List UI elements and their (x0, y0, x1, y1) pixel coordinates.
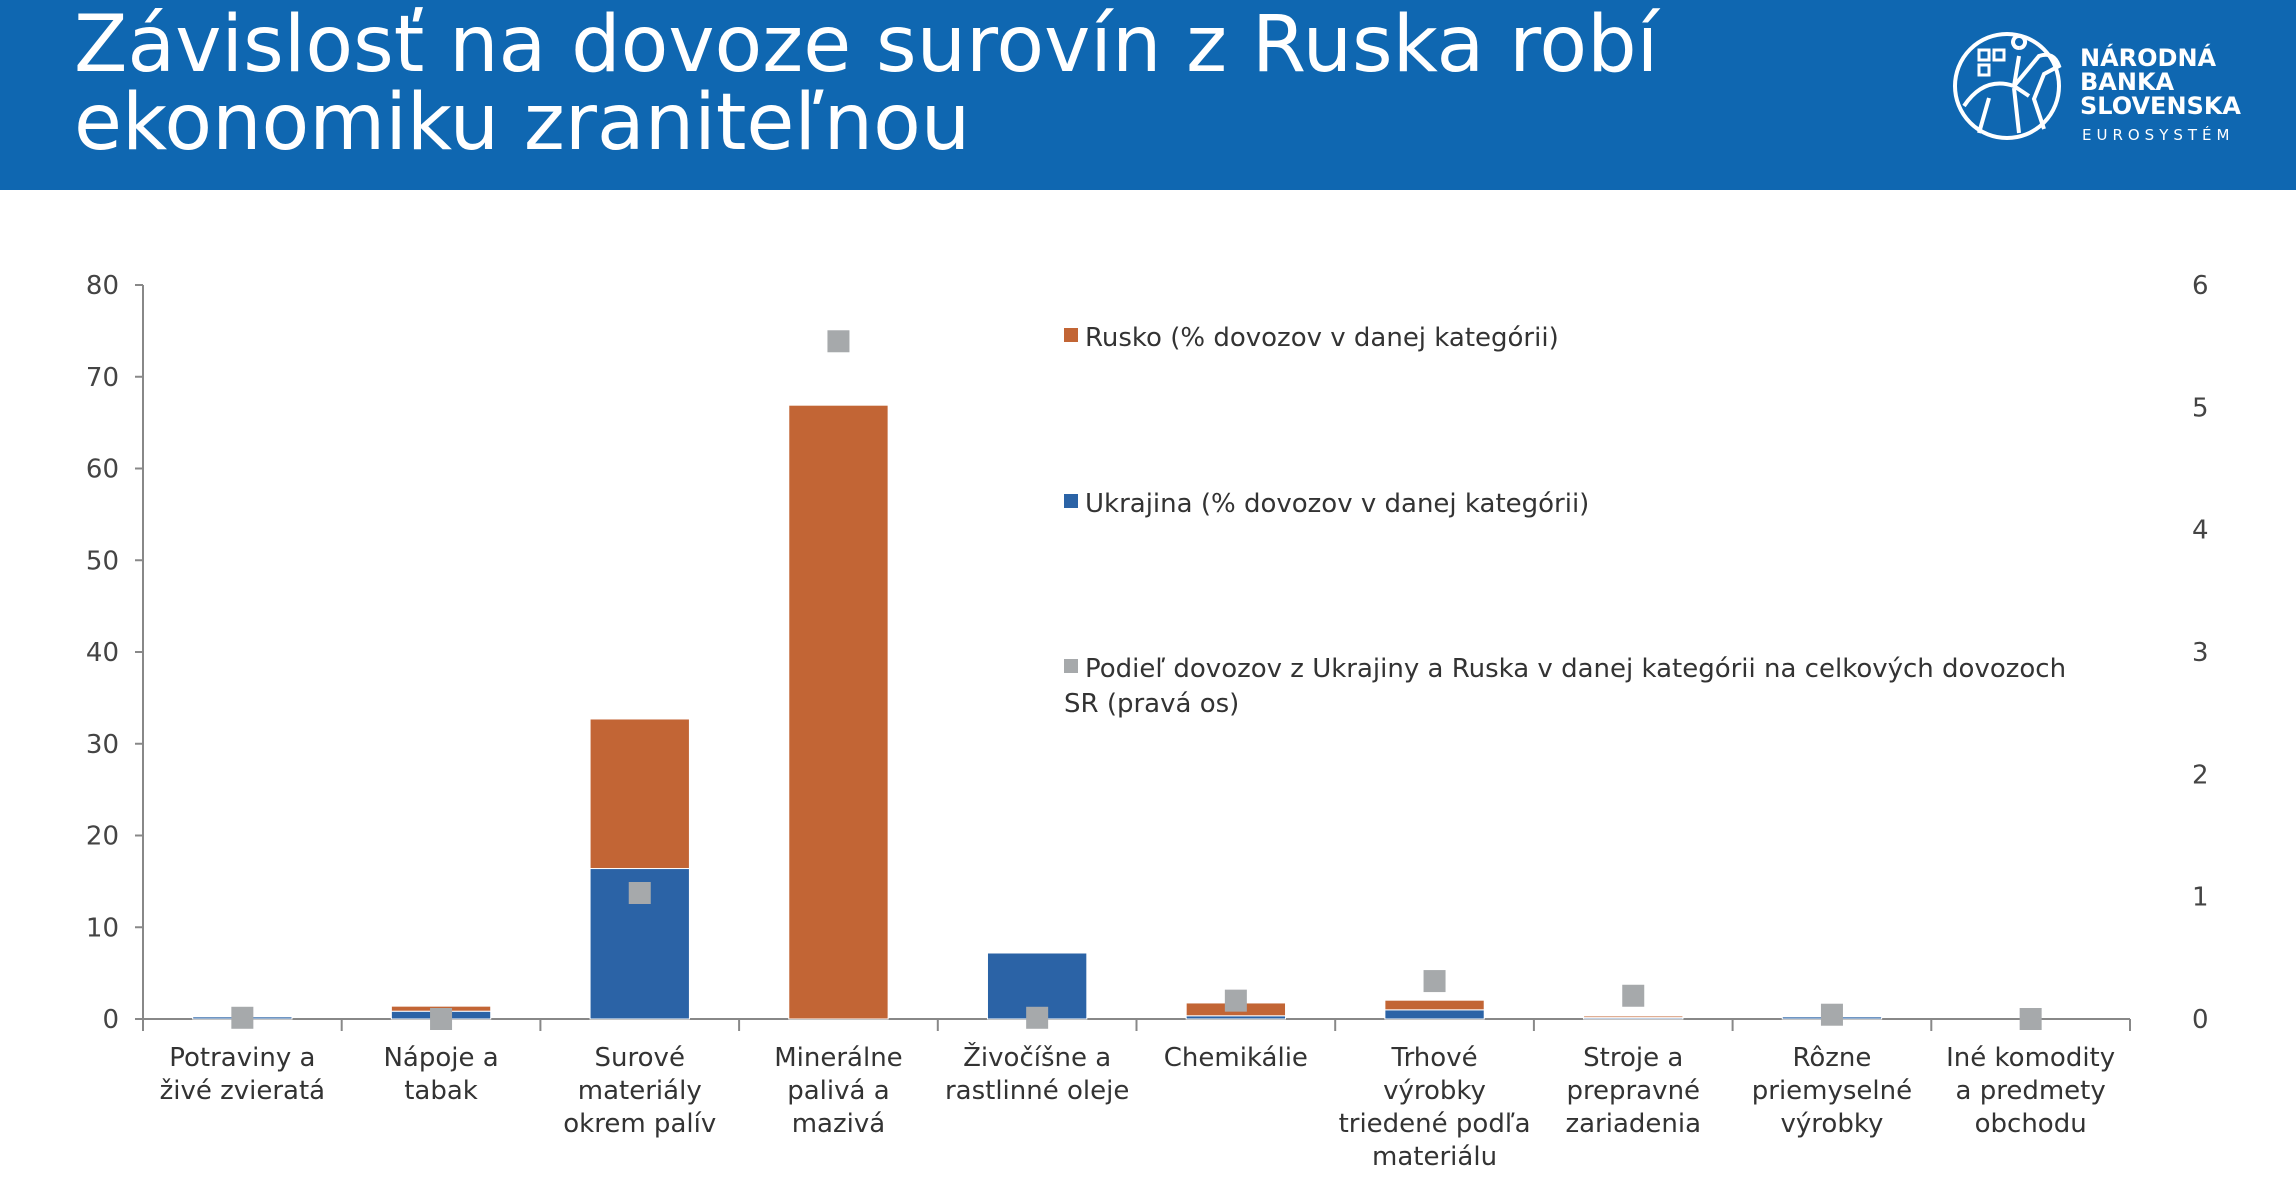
category-label: palivá a (787, 1076, 889, 1106)
y2-tick-label: 2 (2192, 760, 2209, 790)
category-label: okrem palív (563, 1109, 716, 1139)
page-title: Závislosť na dovoze surovín z Ruska robí… (74, 6, 1874, 162)
marker-podiel (1423, 970, 1446, 993)
legend-label: Ukrajina (% dovozov v danej kategórii) (1085, 489, 1589, 519)
marker-podiel (1026, 1006, 1049, 1029)
category-label: triedené podľa (1339, 1109, 1531, 1139)
marker-podiel (628, 881, 651, 904)
legend-label: SR (pravá os) (1064, 689, 1239, 719)
bar-ukrajina (1384, 1009, 1485, 1020)
category-label: zariadenia (1565, 1109, 1701, 1139)
category-label: Potraviny a (169, 1043, 315, 1073)
bar-rusko (788, 404, 889, 1020)
category-label: výrobky (1781, 1109, 1884, 1139)
category-label: Trhové (1391, 1043, 1478, 1073)
y2-tick-label: 3 (2192, 638, 2209, 668)
bar-rusko (986, 951, 1088, 954)
legend-swatch (1064, 328, 1078, 342)
marker-podiel (430, 1008, 453, 1030)
title-line-1: Závislosť na dovoze surovín z Ruska robí (74, 0, 1659, 90)
y-tick-label: 0 (102, 1005, 119, 1035)
nbs-logo-icon (1953, 32, 2062, 140)
category-label: prepravné (1566, 1076, 1700, 1106)
logo-subtitle: EUROSYSTÉM (2082, 126, 2235, 144)
category-label: výrobky (1383, 1076, 1486, 1106)
category-label: tabak (404, 1076, 478, 1106)
category-label: Iné komodity (1946, 1043, 2115, 1073)
logo-line: NÁRODNÁ (2080, 44, 2217, 72)
marker-podiel (1224, 989, 1247, 1012)
category-label: mazivá (792, 1109, 885, 1139)
category-label: Surové (595, 1043, 685, 1073)
logo-line: SLOVENSKA (2080, 92, 2241, 120)
legend-swatch (1064, 494, 1078, 508)
y-tick-label: 30 (86, 730, 119, 760)
y-tick-label: 70 (86, 363, 119, 393)
category-label: obchodu (1975, 1109, 2087, 1139)
category-label: Minerálne (774, 1043, 902, 1073)
category-label: Stroje a (1583, 1043, 1683, 1073)
marker-podiel (1820, 1003, 1843, 1026)
category-label: Rôzne (1792, 1043, 1871, 1073)
y-tick-label: 40 (86, 638, 119, 668)
marker-podiel (827, 330, 850, 353)
y-tick-label: 60 (86, 455, 119, 485)
category-label: rastlinné oleje (945, 1076, 1129, 1106)
bar-rusko (589, 718, 690, 870)
y2-tick-label: 4 (2192, 516, 2209, 546)
y2-tick-label: 0 (2192, 1005, 2209, 1035)
marker-podiel (1622, 984, 1645, 1007)
y-tick-label: 50 (86, 546, 119, 576)
category-label: materiálu (1372, 1142, 1497, 1172)
category-label: živé zvieratá (160, 1076, 326, 1106)
header-banner: Závislosť na dovoze surovín z Ruska robí… (0, 0, 2296, 190)
title-line-2: ekonomiku zraniteľnou (74, 78, 971, 168)
category-label: Živočíšne a (963, 1041, 1111, 1073)
category-label: a predmety (1956, 1076, 2106, 1106)
y-tick-label: 10 (86, 913, 119, 943)
marker-podiel (2019, 1008, 2042, 1030)
category-label: materiály (578, 1076, 702, 1106)
category-label: priemyselné (1752, 1076, 1912, 1106)
category-label: Nápoje a (383, 1043, 498, 1073)
marker-podiel (231, 1006, 254, 1029)
y2-tick-label: 6 (2192, 271, 2209, 301)
category-label: Chemikálie (1164, 1043, 1308, 1073)
logo-text: NÁRODNÁ BANKA SLOVENSKA (2080, 46, 2241, 118)
bar-rusko (1583, 1015, 1684, 1019)
y2-tick-label: 5 (2192, 393, 2209, 423)
legend-label: Podieľ dovozov z Ukrajiny a Ruska v dane… (1085, 654, 2066, 684)
logo-line: BANKA (2080, 68, 2175, 96)
legend-swatch (1064, 659, 1078, 673)
y-tick-label: 80 (86, 271, 119, 301)
bar-rusko (1384, 999, 1485, 1011)
y-tick-label: 20 (86, 822, 119, 852)
legend-label: Rusko (% dovozov v danej kategórii) (1085, 323, 1559, 353)
y2-tick-label: 1 (2192, 883, 2209, 913)
